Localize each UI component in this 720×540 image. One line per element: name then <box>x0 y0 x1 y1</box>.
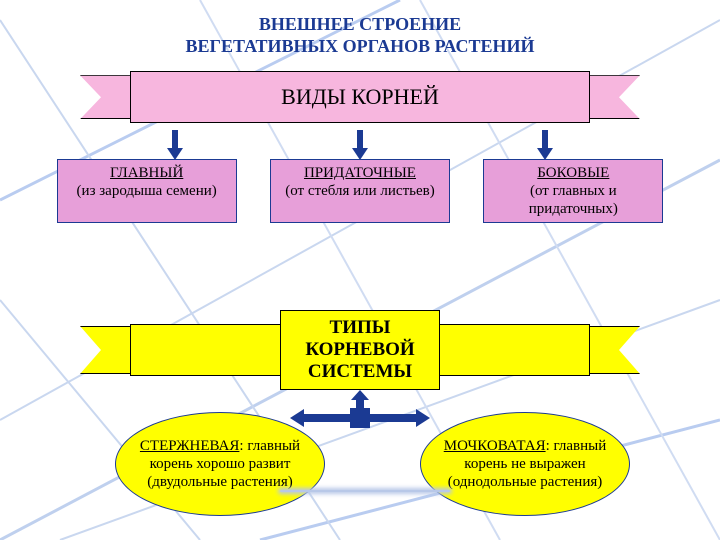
root-kind-sub: (от стебля или листьев) <box>277 182 443 200</box>
root-kind-box: БОКОВЫЕ(от главных и придаточных) <box>483 159 663 223</box>
shadow-underline <box>280 490 450 492</box>
down-arrow <box>352 130 368 160</box>
root-kind-boxes: ГЛАВНЫЙ(из зародыша семени)ПРИДАТОЧНЫЕ(о… <box>40 159 680 223</box>
ribbon1-main: ВИДЫ КОРНЕЙ <box>130 71 590 123</box>
ribbon2-line3: СИСТЕМЫ <box>305 361 414 383</box>
root-kind-box: ГЛАВНЫЙ(из зародыша семени) <box>57 159 237 223</box>
root-kind-title: БОКОВЫЕ <box>490 164 656 182</box>
ellipse-taproot: СТЕРЖНЕВАЯ: главный корень хорошо развит… <box>115 412 325 516</box>
ribbon1-text: ВИДЫ КОРНЕЙ <box>281 84 439 110</box>
ellipse-right-title: МОЧКОВАТАЯ <box>444 438 546 454</box>
down-arrow <box>537 130 553 160</box>
down-arrow <box>167 130 183 160</box>
ribbon-root-systems: ТИПЫ КОРНЕВОЙ СИСТЕМЫ <box>80 314 640 386</box>
root-kind-sub: (из зародыша семени) <box>64 182 230 200</box>
ellipse-fibrous: МОЧКОВАТАЯ: главный корень не выражен (о… <box>420 412 630 516</box>
root-kind-box: ПРИДАТОЧНЫЕ(от стебля или листьев) <box>270 159 450 223</box>
ribbon-root-types: ВИДЫ КОРНЕЙ <box>80 71 640 123</box>
ribbon2-center: ТИПЫ КОРНЕВОЙ СИСТЕМЫ <box>280 310 440 390</box>
root-kind-title: ПРИДАТОЧНЫЕ <box>277 164 443 182</box>
ribbon2-line2: КОРНЕВОЙ <box>305 339 414 361</box>
title-line2: ВЕГЕТАТИВНЫХ ОРГАНОВ РАСТЕНИЙ <box>186 36 535 56</box>
page-title: ВНЕШНЕЕ СТРОЕНИЕ ВЕГЕТАТИВНЫХ ОРГАНОВ РА… <box>0 0 720 57</box>
ribbon2-line1: ТИПЫ <box>305 317 414 339</box>
root-kind-sub: (от главных и придаточных) <box>490 182 656 218</box>
ellipse-left-title: СТЕРЖНЕВАЯ <box>140 438 239 454</box>
root-kind-title: ГЛАВНЫЙ <box>64 164 230 182</box>
title-line1: ВНЕШНЕЕ СТРОЕНИЕ <box>259 14 461 34</box>
